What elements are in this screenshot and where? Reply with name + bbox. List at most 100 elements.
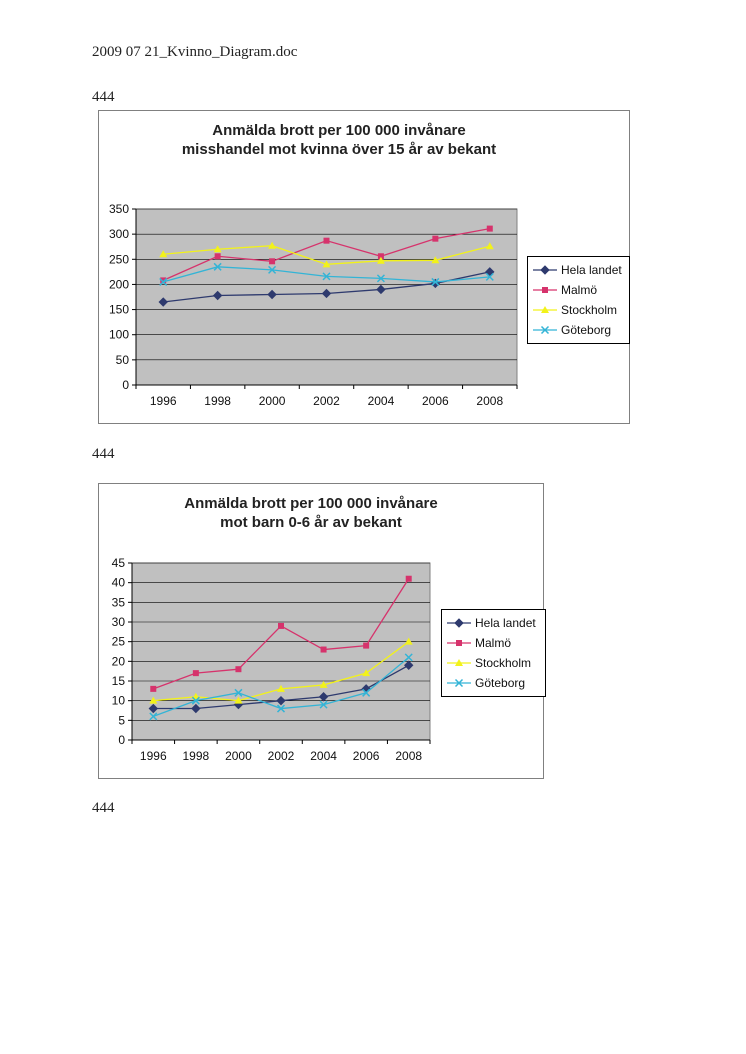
legend-item: Hela landet	[446, 613, 541, 633]
data-point	[276, 704, 286, 713]
legend-swatch	[533, 306, 557, 313]
data-point	[318, 692, 329, 702]
data-point	[192, 670, 199, 677]
data-point	[159, 250, 168, 258]
series	[160, 225, 493, 284]
y-tick-label: 150	[109, 303, 129, 317]
data-point	[267, 289, 277, 300]
data-point	[213, 262, 222, 271]
x-tick-label: 2000	[225, 749, 252, 763]
legend-marker	[542, 287, 548, 293]
y-tick-label: 30	[112, 615, 126, 629]
data-point	[234, 696, 243, 704]
x-tick-label: 2004	[310, 749, 337, 763]
legend-swatch	[447, 618, 471, 628]
legend-marker	[454, 618, 464, 628]
document-header: 2009 07 21_Kvinno_Diagram.doc	[92, 44, 298, 60]
y-tick-label: 0	[118, 733, 125, 747]
data-point	[322, 272, 331, 281]
data-point	[159, 277, 168, 286]
chart-plot: 0 5 10 15 20 25 30 35 40 45 1996 1998 2000 2002 2004 20…	[112, 556, 431, 763]
x-tick-label: 1998	[204, 394, 231, 408]
data-point	[234, 688, 243, 697]
data-point	[319, 700, 328, 709]
series	[149, 653, 413, 721]
y-tick-label: 25	[112, 635, 126, 649]
series	[150, 575, 412, 692]
legend-label: Stockholm	[475, 656, 532, 670]
data-point	[191, 703, 201, 714]
data-point	[431, 277, 440, 286]
data-point	[148, 703, 158, 714]
x-tick-label: 2002	[313, 394, 340, 408]
legend-label: Malmö	[475, 636, 512, 650]
data-point	[320, 646, 327, 653]
x-tick-label: 2002	[268, 749, 295, 763]
x-tick-label: 1996	[140, 749, 167, 763]
legend-swatch	[447, 678, 471, 688]
y-tick-label: 100	[109, 328, 129, 342]
data-point	[235, 666, 242, 673]
chart-legend: Hela landet Malmö Stockholm Göteborg	[527, 256, 630, 344]
legend-swatch	[447, 640, 471, 646]
data-point	[376, 256, 385, 264]
chart-title-line-1: Anmälda brott per 100 000 invånare	[184, 495, 438, 512]
chart-title: Anmälda brott per 100 000 invånare missh…	[99, 121, 629, 159]
y-tick-label: 5	[118, 713, 125, 727]
legend-label: Malmö	[561, 283, 598, 297]
data-point	[268, 241, 277, 249]
y-tick-label: 45	[112, 556, 126, 570]
x-tick-label: 2006	[422, 394, 449, 408]
chart-kvinna: Anmälda brott per 100 000 invånare missh…	[98, 110, 630, 424]
data-point	[321, 288, 332, 299]
legend-marker	[540, 265, 550, 275]
data-point	[276, 695, 286, 706]
data-point	[149, 696, 158, 704]
legend-marker	[455, 659, 463, 666]
data-point	[212, 290, 223, 301]
chart-title-line-2: mot barn 0-6 år av bekant	[220, 514, 402, 531]
data-point	[432, 235, 439, 242]
data-point	[214, 253, 221, 260]
data-point	[269, 258, 276, 265]
data-point	[213, 245, 222, 253]
legend-item: Malmö	[446, 633, 541, 653]
legend-swatch	[533, 265, 557, 275]
y-tick-label: 15	[112, 674, 126, 688]
y-tick-label: 20	[112, 654, 126, 668]
legend-marker	[540, 325, 550, 335]
chart-legend: Hela landet Malmö Stockholm Göteborg	[441, 609, 546, 697]
legend-label: Hela landet	[475, 616, 536, 630]
legend-swatch	[533, 325, 557, 335]
x-tick-label: 2004	[368, 394, 395, 408]
chart-title: Anmälda brott per 100 000 invånare mot b…	[99, 494, 543, 532]
x-tick-label: 1996	[150, 394, 177, 408]
legend-item: Malmö	[532, 280, 625, 300]
legend-label: Göteborg	[561, 323, 612, 337]
page-label-2: 444	[92, 446, 115, 462]
legend-item: Stockholm	[532, 300, 625, 320]
legend-item: Hela landet	[532, 260, 625, 280]
data-point	[268, 265, 277, 274]
legend-label: Hela landet	[561, 263, 622, 277]
x-tick-label: 2008	[395, 749, 422, 763]
data-point	[278, 622, 284, 629]
chart-title-line-1: Anmälda brott per 100 000 invånare	[212, 122, 466, 139]
plot-area	[131, 562, 431, 741]
y-tick-label: 200	[109, 277, 129, 291]
data-point	[431, 256, 440, 264]
data-point	[322, 260, 331, 268]
series	[159, 262, 494, 286]
data-point	[149, 712, 158, 721]
x-tick-label: 2006	[353, 749, 380, 763]
data-point	[404, 660, 414, 670]
legend-marker	[454, 678, 464, 688]
page-label-1: 444	[92, 89, 115, 105]
data-point	[376, 274, 385, 283]
x-tick-label: 1998	[183, 749, 210, 763]
y-tick-label: 35	[112, 595, 126, 609]
data-point	[486, 225, 493, 232]
data-point	[376, 284, 386, 295]
series	[159, 241, 494, 268]
y-tick-label: 50	[116, 353, 130, 367]
